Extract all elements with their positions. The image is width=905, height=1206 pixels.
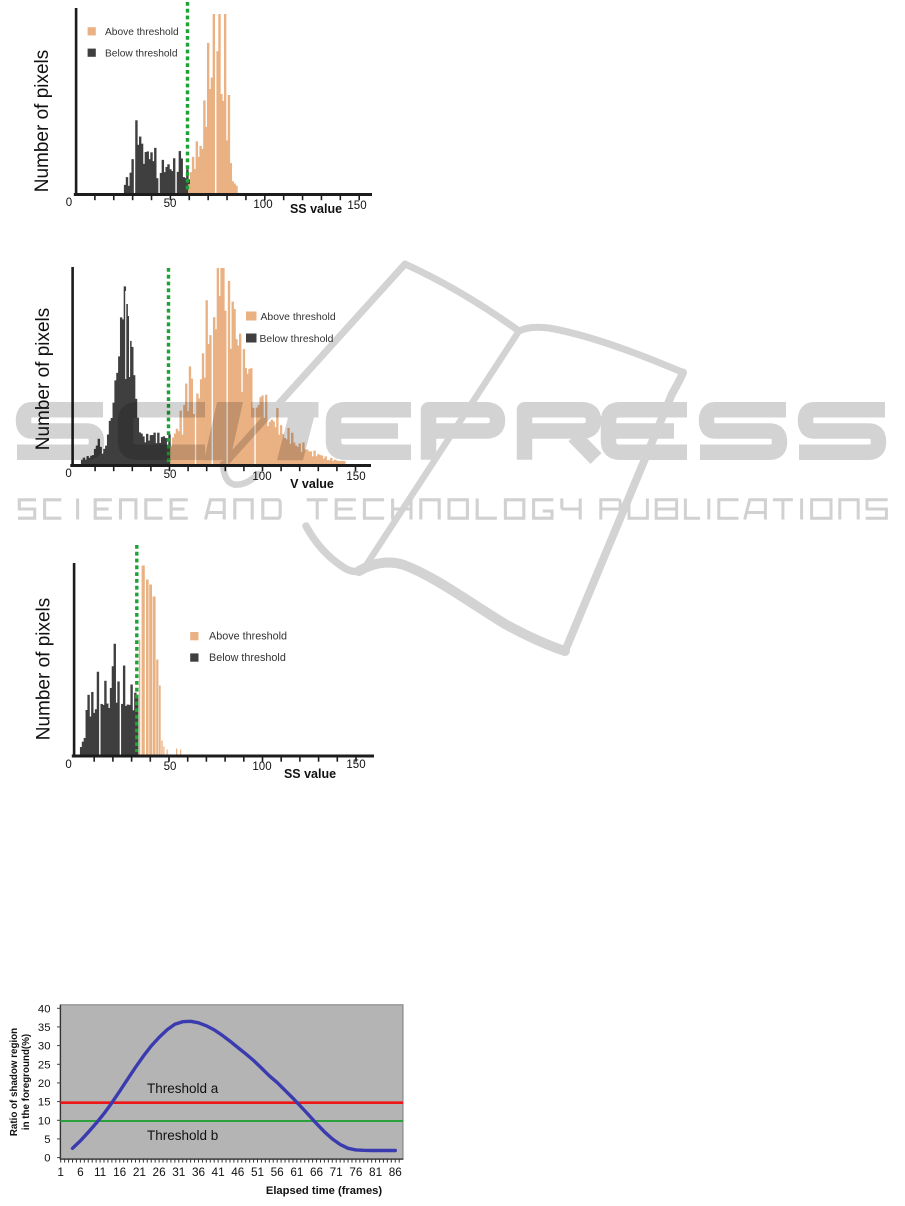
svg-text:20: 20 (38, 1078, 51, 1090)
svg-text:0: 0 (44, 1153, 50, 1165)
svg-text:50: 50 (164, 761, 177, 773)
svg-text:100: 100 (252, 471, 271, 483)
svg-text:51: 51 (251, 1165, 264, 1179)
svg-text:Number of pixels: Number of pixels (34, 598, 55, 741)
svg-text:0: 0 (66, 197, 72, 209)
svg-text:Below threshold: Below threshold (105, 49, 178, 60)
svg-text:Below threshold: Below threshold (260, 334, 334, 345)
svg-text:86: 86 (389, 1165, 403, 1179)
svg-text:5: 5 (44, 1134, 50, 1146)
svg-text:in the foreground(%): in the foreground(%) (21, 1034, 32, 1130)
svg-text:0: 0 (65, 468, 71, 480)
svg-text:100: 100 (253, 199, 272, 211)
svg-text:15: 15 (38, 1097, 51, 1109)
svg-text:21: 21 (133, 1165, 146, 1179)
svg-text:25: 25 (38, 1059, 51, 1071)
svg-text:150: 150 (346, 471, 365, 483)
svg-text:Threshold a: Threshold a (147, 1081, 219, 1096)
svg-text:30: 30 (38, 1041, 51, 1053)
svg-text:Above threshold: Above threshold (105, 27, 179, 38)
svg-text:50: 50 (164, 198, 177, 210)
svg-text:36: 36 (192, 1165, 206, 1179)
svg-text:11: 11 (94, 1165, 106, 1179)
svg-text:56: 56 (271, 1165, 285, 1179)
svg-text:46: 46 (231, 1165, 245, 1179)
svg-text:40: 40 (38, 1003, 51, 1015)
svg-text:Number of pixels: Number of pixels (32, 50, 53, 193)
svg-text:Above threshold: Above threshold (209, 631, 287, 643)
svg-text:35: 35 (38, 1022, 51, 1034)
svg-text:0: 0 (65, 759, 71, 771)
svg-text:81: 81 (369, 1165, 382, 1179)
svg-text:100: 100 (252, 761, 271, 773)
svg-text:50: 50 (164, 469, 177, 481)
svg-text:6: 6 (77, 1165, 84, 1179)
svg-text:150: 150 (346, 759, 365, 771)
svg-text:Number of pixels: Number of pixels (33, 308, 54, 451)
svg-text:Below threshold: Below threshold (209, 652, 286, 664)
svg-text:Ratio of shadow region: Ratio of shadow region (9, 1028, 20, 1136)
svg-text:SS value: SS value (290, 202, 342, 216)
svg-text:10: 10 (38, 1115, 51, 1127)
svg-text:SS value: SS value (284, 767, 336, 781)
svg-text:31: 31 (172, 1165, 185, 1179)
svg-text:Elapsed time (frames): Elapsed time (frames) (266, 1185, 383, 1197)
svg-text:61: 61 (290, 1165, 303, 1179)
svg-text:Threshold b: Threshold b (147, 1128, 218, 1143)
svg-text:Above threshold: Above threshold (261, 312, 336, 323)
svg-text:71: 71 (330, 1165, 343, 1179)
svg-text:V value: V value (290, 477, 334, 491)
svg-text:26: 26 (153, 1165, 167, 1179)
svg-text:66: 66 (310, 1165, 324, 1179)
svg-text:16: 16 (113, 1165, 127, 1179)
svg-text:150: 150 (347, 200, 366, 212)
svg-text:1: 1 (57, 1165, 64, 1179)
svg-text:76: 76 (349, 1165, 363, 1179)
svg-text:41: 41 (212, 1165, 225, 1179)
